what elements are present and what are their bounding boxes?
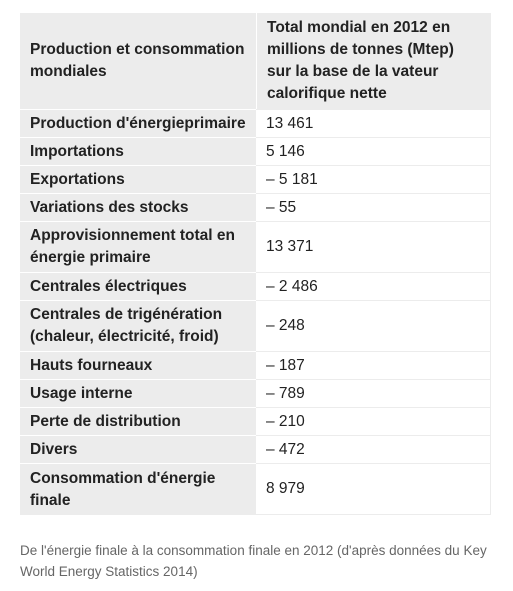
row-label: Centrales de trigénération (chaleur, éle… [20, 300, 256, 351]
row-value: – 5 181 [256, 165, 491, 193]
row-value: – 187 [256, 351, 491, 379]
table-row: Approvisionnement total en énergie prima… [20, 221, 491, 272]
energy-table: Production et consommation mondiales Tot… [20, 13, 491, 515]
energy-table-container: Production et consommation mondiales Tot… [20, 13, 491, 515]
row-value: – 2 486 [256, 272, 491, 300]
row-label: Production d'énergieprimaire [20, 109, 256, 137]
row-value: 13 461 [256, 109, 491, 137]
table-row: Consommation d'énergie finale 8 979 [20, 463, 491, 515]
row-label: Exportations [20, 165, 256, 193]
table-row: Perte de distribution – 210 [20, 407, 491, 435]
row-label: Importations [20, 137, 256, 165]
row-label: Hauts fourneaux [20, 351, 256, 379]
row-value: 13 371 [256, 221, 491, 272]
row-label: Consommation d'énergie finale [20, 463, 256, 515]
table-row: Hauts fourneaux – 187 [20, 351, 491, 379]
row-value: – 472 [256, 435, 491, 463]
table-row: Variations des stocks – 55 [20, 193, 491, 221]
table-row: Production d'énergieprimaire 13 461 [20, 109, 491, 137]
row-value: 8 979 [256, 463, 491, 515]
table-row: Exportations – 5 181 [20, 165, 491, 193]
row-value: – 210 [256, 407, 491, 435]
row-value: – 248 [256, 300, 491, 351]
row-label: Divers [20, 435, 256, 463]
row-value: – 55 [256, 193, 491, 221]
table-row: Centrales de trigénération (chaleur, éle… [20, 300, 491, 351]
row-label: Centrales électriques [20, 272, 256, 300]
row-value: – 789 [256, 379, 491, 407]
header-production-consumption: Production et consommation mondiales [20, 13, 256, 109]
header-world-total-2012: Total mondial en 2012 en millions de ton… [256, 13, 491, 109]
row-label: Usage interne [20, 379, 256, 407]
row-label: Variations des stocks [20, 193, 256, 221]
table-header-row: Production et consommation mondiales Tot… [20, 13, 491, 109]
table-row: Divers – 472 [20, 435, 491, 463]
row-label: Approvisionnement total en énergie prima… [20, 221, 256, 272]
row-value: 5 146 [256, 137, 491, 165]
table-row: Centrales électriques – 2 486 [20, 272, 491, 300]
row-label: Perte de distribution [20, 407, 256, 435]
table-row: Usage interne – 789 [20, 379, 491, 407]
table-row: Importations 5 146 [20, 137, 491, 165]
table-caption: De l'énergie finale à la consommation fi… [20, 543, 487, 579]
